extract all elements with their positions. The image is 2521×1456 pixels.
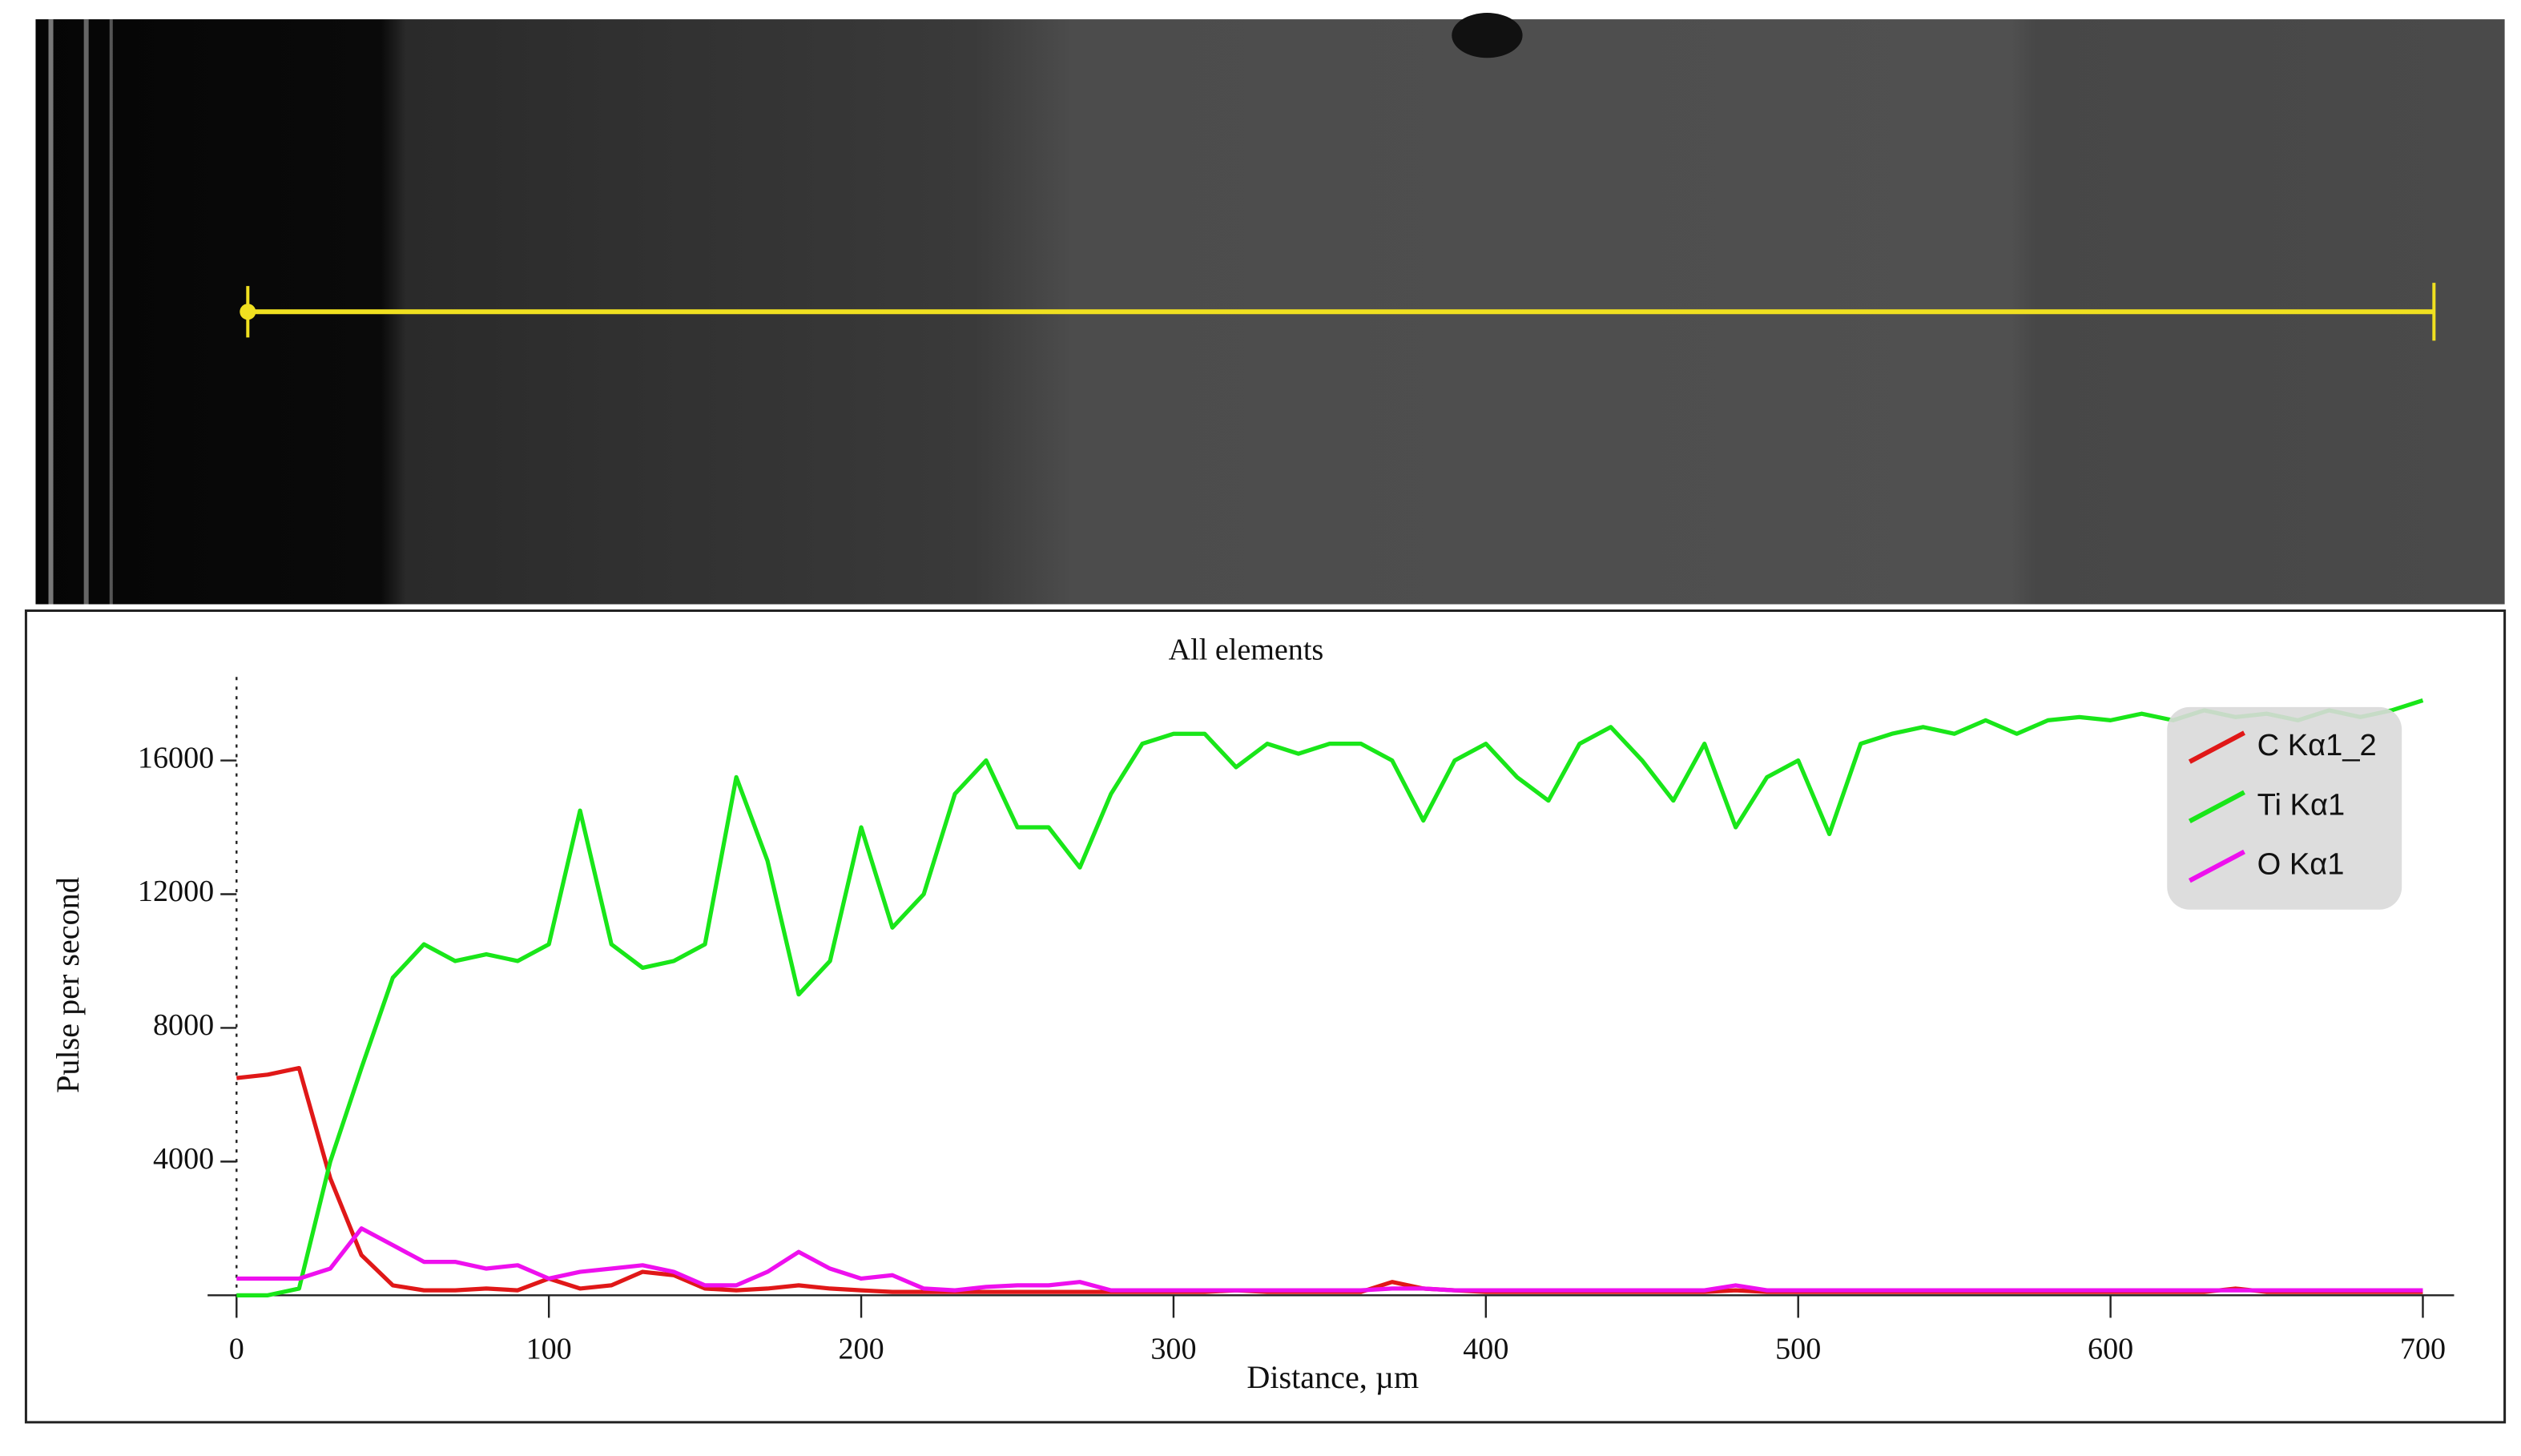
x-tick-label: 600: [2088, 1332, 2133, 1366]
x-tick-label: 700: [2400, 1332, 2446, 1366]
series-line: [236, 1226, 2423, 1293]
legend-swatch: [2188, 790, 2245, 824]
x-tick-label: 400: [1463, 1332, 1508, 1366]
legend-label: C Kα1_2: [2257, 728, 2377, 762]
y-tick-label: 4000: [153, 1142, 214, 1176]
x-tick-label: 500: [1775, 1332, 1821, 1366]
y-tick-label: 12000: [138, 875, 214, 908]
y-axis-label: Pulse per second: [50, 877, 86, 1093]
sem-stripe: [48, 19, 54, 605]
sem-stripe: [109, 19, 113, 605]
x-tick-label: 300: [1150, 1332, 1196, 1366]
x-tick-label: 200: [838, 1332, 884, 1366]
scan-line-marker: [240, 304, 256, 320]
x-tick-label: 100: [526, 1332, 572, 1366]
sem-pore: [1452, 13, 1523, 58]
chart-frame: [24, 609, 2507, 1424]
plot-area: 0 100 200 300 400 500 600 700 4000 8000 12000 16000…: [138, 677, 2455, 1366]
sem-image: [35, 13, 2505, 605]
x-tick-label: 0: [229, 1332, 244, 1366]
series-line: [236, 698, 2424, 1297]
legend-label: O Kα1: [2257, 847, 2345, 882]
legend-swatch: [2188, 730, 2245, 764]
sem-stripe: [83, 19, 89, 605]
legend-swatch: [2188, 849, 2245, 883]
chart-title: All elements: [1169, 633, 1324, 666]
x-axis-label: Distance, µm: [1246, 1359, 1419, 1395]
legend-label: Ti Kα1: [2257, 787, 2346, 822]
y-tick-label: 8000: [153, 1008, 214, 1042]
y-tick-label: 16000: [138, 741, 214, 774]
